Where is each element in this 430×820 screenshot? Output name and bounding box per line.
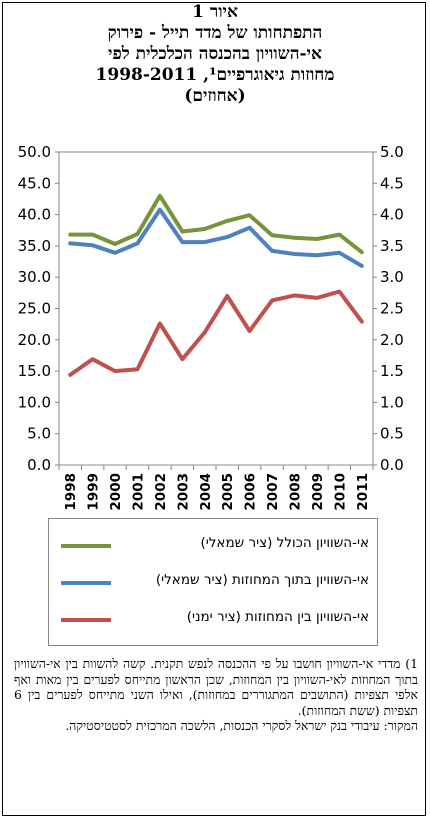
right-axis-tick-label: 3.5: [380, 237, 404, 255]
x-axis-tick-label: 2000: [108, 473, 124, 511]
legend: אי-השוויון הכולל (ציר שמאלי) אי-השוויון …: [48, 518, 378, 646]
right-axis-tick-label: 0.5: [380, 425, 404, 443]
left-axis-tick-label: 50.0: [18, 143, 51, 161]
left-axis-tick-label: 30.0: [18, 268, 51, 286]
legend-swatch-between: [61, 618, 111, 622]
title-line: מחוזות גיאוגרפיים¹, 1998-2011: [95, 65, 335, 85]
right-axis-tick-label: 2.5: [380, 300, 404, 318]
right-axis-tick-label: 4.5: [380, 174, 404, 192]
right-axis-tick-label: 4.0: [380, 206, 404, 224]
left-axis-tick-label: 25.0: [18, 300, 51, 318]
left-axis-tick-label: 15.0: [18, 362, 51, 380]
x-axis-tick-label: 2009: [310, 473, 326, 511]
x-axis-tick-label: 2003: [175, 473, 191, 511]
legend-label-total: אי-השוויון הכולל (ציר שמאלי): [200, 535, 369, 551]
legend-label-between: אי-השוויון בין המחוזות (ציר ימני): [186, 609, 369, 625]
left-axis-tick-label: 20.0: [18, 331, 51, 349]
source-text: המקור: עיבודי בנק ישראל לסקרי הכנסות, הל…: [65, 718, 418, 733]
title-line: (אחוזים): [184, 86, 246, 106]
right-axis-tick-label: 1.5: [380, 362, 404, 380]
title-line: איור 1: [192, 2, 238, 22]
x-axis-tick-label: 2005: [220, 473, 236, 511]
right-axis-tick-label: 3.0: [380, 268, 404, 286]
legend-item-within: אי-השוויון בתוך המחוזות (ציר שמאלי): [49, 572, 377, 592]
footnote-text: 1) מדדי אי-השוויון חושבו על פי ההכנסה לנ…: [14, 656, 418, 718]
chart-title: איור 1 התפתחותו של מדד תייל - פירוק אי-ה…: [0, 2, 430, 107]
figure-frame: [2, 2, 426, 816]
x-axis-tick-label: 2010: [332, 473, 348, 511]
series-line-2: [68, 289, 364, 377]
x-axis-tick-label: 2004: [198, 473, 214, 511]
legend-label-within: אי-השוויון בתוך המחוזות (ציר שמאלי): [155, 572, 369, 588]
x-axis-tick-label: 1998: [63, 473, 79, 511]
right-axis-tick-label: 5.0: [380, 143, 404, 161]
x-axis-tick-label: 2002: [153, 473, 169, 511]
series-line-0: [68, 193, 364, 255]
series-line-1: [68, 207, 364, 268]
legend-item-between: אי-השוויון בין המחוזות (ציר ימני): [49, 609, 377, 629]
legend-swatch-within: [61, 581, 111, 585]
title-line: אי-השוויון בהכנסה הכלכלית לפי: [108, 44, 322, 64]
left-axis-tick-label: 0.0: [27, 456, 51, 474]
left-axis-tick-label: 40.0: [18, 206, 51, 224]
footnotes: 1) מדדי אי-השוויון חושבו על פי ההכנסה לנ…: [14, 656, 418, 734]
right-axis-tick-label: 0.0: [380, 456, 404, 474]
x-axis-tick-label: 2011: [355, 473, 371, 511]
title-line: התפתחותו של מדד תייל - פירוק: [107, 23, 323, 43]
right-axis-tick-label: 2.0: [380, 331, 404, 349]
left-axis-tick-label: 10.0: [18, 393, 51, 411]
plot-area: [58, 151, 374, 466]
x-axis-tick-label: 2006: [243, 473, 259, 511]
legend-swatch-total: [61, 544, 111, 548]
legend-item-total: אי-השוויון הכולל (ציר שמאלי): [49, 535, 377, 555]
left-axis-tick-label: 45.0: [18, 174, 51, 192]
x-axis-tick-label: 2001: [131, 473, 147, 511]
left-axis-tick-label: 35.0: [18, 237, 51, 255]
line-chart: 0.0 5.0 10.0 15.0 20.0 25.0 30.0 35.0 40.0 45.0 50…: [18, 143, 404, 511]
left-axis-tick-label: 5.0: [27, 425, 51, 443]
x-axis-tick-label: 1999: [86, 473, 102, 511]
x-axis-tick-label: 2008: [288, 473, 304, 511]
right-axis-tick-label: 1.0: [380, 393, 404, 411]
x-axis-tick-label: 2007: [265, 473, 281, 511]
